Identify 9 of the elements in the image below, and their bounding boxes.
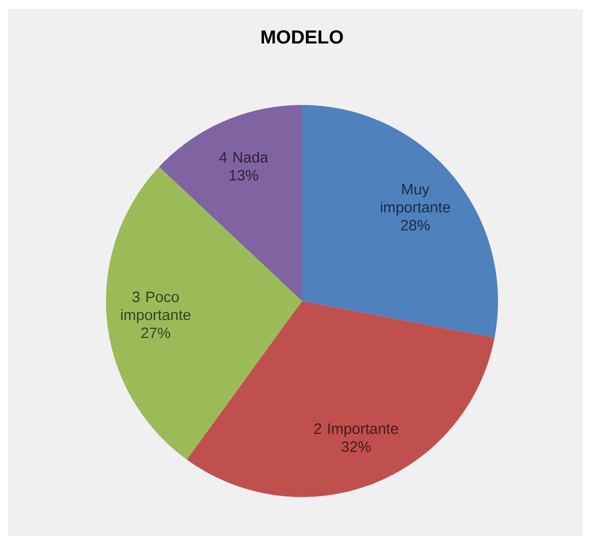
data-label: 27%	[141, 328, 170, 338]
data-label: 32%	[342, 441, 371, 452]
data-label: 13%	[230, 170, 258, 181]
slice-label: 2 Importante	[314, 423, 398, 437]
slice-label: Muy importante	[380, 184, 450, 216]
chart-title: MODELO	[262, 30, 343, 44]
slice-label: 4 Nada	[219, 152, 268, 163]
data-label: 28%	[401, 220, 430, 231]
slice-label: 3 Poco importante	[121, 292, 190, 324]
